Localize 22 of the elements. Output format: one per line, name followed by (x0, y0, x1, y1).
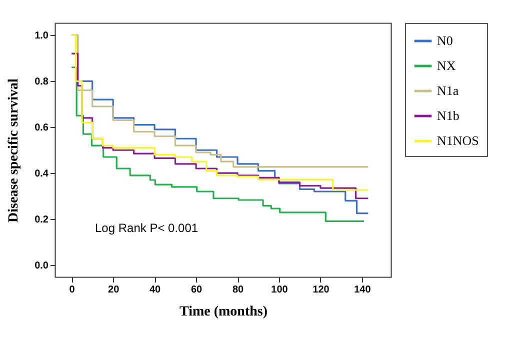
x-axis-title: Time (months) (179, 304, 268, 320)
legend-label: N0 (437, 33, 453, 48)
y-tick-label: 0.0 (34, 260, 49, 272)
y-axis-title: Disease specific survival (6, 78, 22, 222)
y-tick-label: 0.6 (34, 122, 49, 134)
x-tick-label: 40 (149, 284, 162, 296)
legend-label: N1a (437, 83, 459, 98)
y-tick-label: 1.0 (34, 30, 49, 42)
y-tick-label: 0.4 (34, 168, 49, 180)
legend-label: N1b (437, 108, 460, 123)
legend-label: NX (437, 58, 456, 73)
x-tick-label: 120 (312, 284, 330, 296)
y-tick-label: 0.8 (34, 76, 49, 88)
x-tick-label: 80 (232, 284, 244, 296)
legend-label: N1NOS (437, 133, 479, 148)
y-tick-label: 0.2 (34, 214, 49, 226)
x-tick-label: 140 (354, 284, 372, 296)
x-tick-label: 0 (69, 284, 76, 296)
annotation: Log Rank P< 0.001 (95, 221, 198, 235)
x-tick-label: 20 (108, 284, 120, 296)
x-tick-label: 100 (271, 284, 288, 296)
x-tick-label: 60 (190, 284, 203, 296)
